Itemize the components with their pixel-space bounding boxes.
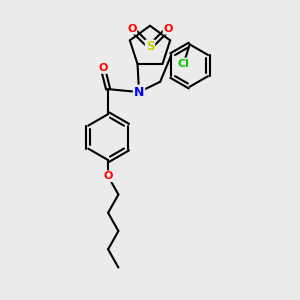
Text: Cl: Cl <box>178 58 190 68</box>
Text: O: O <box>103 171 113 181</box>
Text: O: O <box>164 24 173 34</box>
Text: O: O <box>98 63 107 73</box>
Text: N: N <box>134 85 144 99</box>
Text: S: S <box>146 40 154 53</box>
Text: O: O <box>127 24 136 34</box>
